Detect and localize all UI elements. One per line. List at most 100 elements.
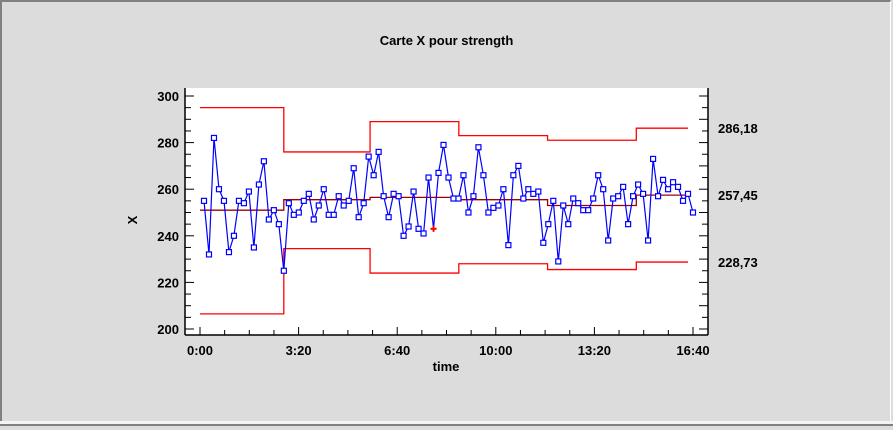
data-point xyxy=(520,195,527,202)
data-point xyxy=(605,237,612,244)
data-point xyxy=(620,183,627,190)
x-tick-label: 0:00 xyxy=(187,343,213,358)
ucl-line xyxy=(200,107,689,153)
data-point xyxy=(295,209,302,216)
lcl-line xyxy=(200,247,689,315)
data-point xyxy=(545,221,552,228)
data-point xyxy=(674,183,682,190)
data-point xyxy=(425,174,432,181)
y-tick-label: 240 xyxy=(157,229,179,244)
data-point xyxy=(580,207,587,214)
data-point xyxy=(275,221,282,228)
data-point xyxy=(595,172,602,179)
y-tick-label: 200 xyxy=(157,322,179,337)
x-tick-label: 13:20 xyxy=(578,343,611,358)
data-point xyxy=(325,211,332,218)
data-point xyxy=(610,195,617,202)
data-point xyxy=(575,200,582,207)
y-tick-label: 220 xyxy=(157,275,179,290)
data-point xyxy=(495,202,502,209)
data-point xyxy=(255,181,262,188)
limit-value-label: 286,18 xyxy=(718,121,758,136)
data-point xyxy=(480,172,487,179)
data-point xyxy=(415,225,422,232)
data-point xyxy=(445,174,452,181)
data-point xyxy=(689,209,697,216)
data-point xyxy=(215,186,223,193)
x-tick-label: 3:20 xyxy=(286,343,312,358)
data-point xyxy=(375,148,382,156)
data-point xyxy=(540,239,547,246)
data-point xyxy=(465,209,472,216)
data-point xyxy=(505,242,512,249)
data-point xyxy=(440,141,447,149)
x-tick-label: 6:40 xyxy=(384,343,410,358)
axes: 200 220 240 260 280 300 0:00 3:20 6:40 10:00 13:20… xyxy=(157,88,758,358)
x-tick-label: 10:00 xyxy=(479,343,512,358)
data-point xyxy=(390,190,397,197)
x-axis-label: time xyxy=(433,359,460,374)
data-point xyxy=(315,202,322,209)
data-point xyxy=(365,153,372,160)
chart-panel xyxy=(0,0,891,421)
data-point xyxy=(485,209,492,216)
data-point xyxy=(630,193,637,200)
data-point xyxy=(450,195,457,202)
data-point xyxy=(535,188,542,195)
data-point xyxy=(664,186,672,193)
data-point xyxy=(500,186,507,193)
data-point xyxy=(220,197,228,204)
data-point xyxy=(654,193,662,200)
data-point xyxy=(400,232,407,239)
data-point xyxy=(585,207,592,214)
data-point xyxy=(600,186,607,193)
data-point xyxy=(340,202,347,209)
limit-value-label: 228,73 xyxy=(718,255,758,270)
data-point xyxy=(684,190,692,197)
data-point xyxy=(625,221,632,228)
data-point xyxy=(320,186,327,193)
data-point xyxy=(335,193,342,200)
panel-bottom-border xyxy=(0,424,893,426)
data-point xyxy=(350,165,357,172)
data-point xyxy=(285,200,292,207)
data-point xyxy=(560,202,567,209)
data-point xyxy=(360,200,367,207)
chart-title: Carte X pour strength xyxy=(379,33,514,48)
data-point xyxy=(659,176,667,183)
data-point xyxy=(225,249,233,256)
y-tick-label: 280 xyxy=(157,136,179,151)
data-point xyxy=(330,211,337,218)
panel-bottom-edge xyxy=(0,421,893,424)
data-point xyxy=(555,258,562,265)
data-point xyxy=(615,193,622,200)
y-tick-label: 260 xyxy=(157,182,179,197)
data-point xyxy=(205,251,213,258)
data-point xyxy=(410,188,417,195)
data-point xyxy=(305,190,312,197)
data-point xyxy=(245,188,253,195)
data-point xyxy=(649,155,657,163)
data-point xyxy=(230,232,238,239)
data-point xyxy=(370,172,377,179)
data-point xyxy=(395,193,402,200)
data-point xyxy=(345,197,352,204)
data-point xyxy=(270,207,277,214)
data-point xyxy=(435,169,442,176)
data-point xyxy=(310,216,317,223)
data-point xyxy=(590,195,597,202)
data-point xyxy=(265,216,272,223)
data-point xyxy=(510,172,517,179)
data-point xyxy=(525,186,532,193)
plot-area xyxy=(185,88,708,335)
data-point xyxy=(530,190,537,197)
data-point xyxy=(460,172,467,179)
data-point xyxy=(200,197,208,204)
data-point xyxy=(280,267,287,274)
data-point xyxy=(420,230,427,237)
data-point xyxy=(490,204,497,211)
data-point xyxy=(290,211,297,218)
data-point xyxy=(380,193,387,200)
data-point xyxy=(250,244,257,251)
